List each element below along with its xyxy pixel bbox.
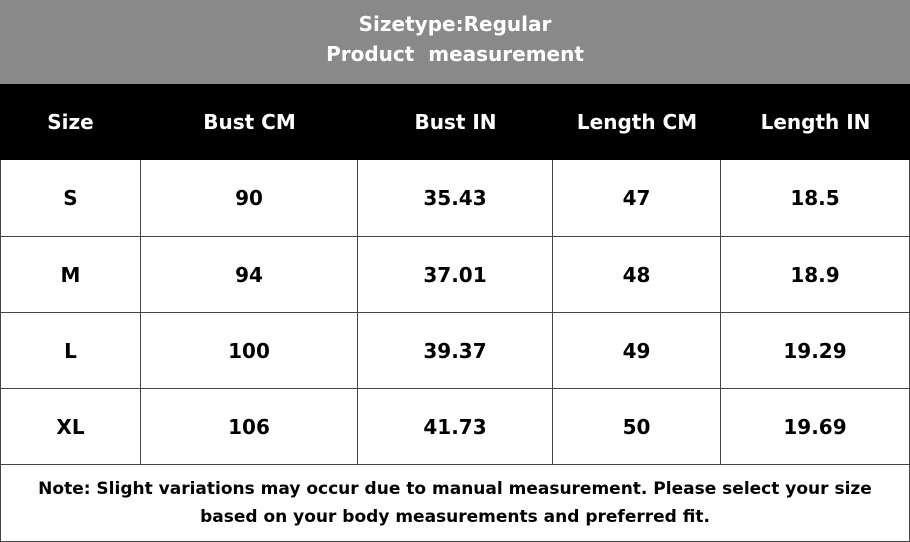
value-cell: 48: [553, 237, 721, 313]
value-cell: 35.43: [358, 160, 553, 237]
value-cell: 18.9: [721, 237, 910, 313]
column-header: Bust IN: [414, 110, 497, 134]
size-cell: XL: [0, 389, 141, 465]
value-cell: 90: [141, 160, 358, 237]
subtitle: Product measurement: [326, 42, 584, 66]
header: Sizetype:Regular Product measurement: [0, 0, 910, 84]
value-cell: 41.73: [358, 389, 553, 465]
value-cell: 18.5: [721, 160, 910, 237]
column-header: Bust CM: [203, 110, 296, 134]
column-header: Length CM: [576, 110, 698, 134]
value-cell: 94: [141, 237, 358, 313]
note: Note: Slight variations may occur due to…: [0, 465, 910, 542]
value-cell: 49: [553, 313, 721, 389]
value-cell: 100: [141, 313, 358, 389]
value-cell: 106: [141, 389, 358, 465]
size-cell: M: [0, 237, 141, 313]
value-cell: 19.69: [721, 389, 910, 465]
value-cell: 37.01: [358, 237, 553, 313]
value-cell: 47: [553, 160, 721, 237]
value-cell: 50: [553, 389, 721, 465]
column-header: Size: [47, 110, 94, 134]
value-cell: 19.29: [721, 313, 910, 389]
value-cell: 39.37: [358, 313, 553, 389]
size-cell: L: [0, 313, 141, 389]
column-header: Length IN: [760, 110, 871, 134]
title: Sizetype:Regular: [358, 12, 552, 36]
size-cell: S: [0, 160, 141, 237]
column-header-row: Size Bust CM Bust IN Length CM Length IN: [0, 84, 910, 160]
